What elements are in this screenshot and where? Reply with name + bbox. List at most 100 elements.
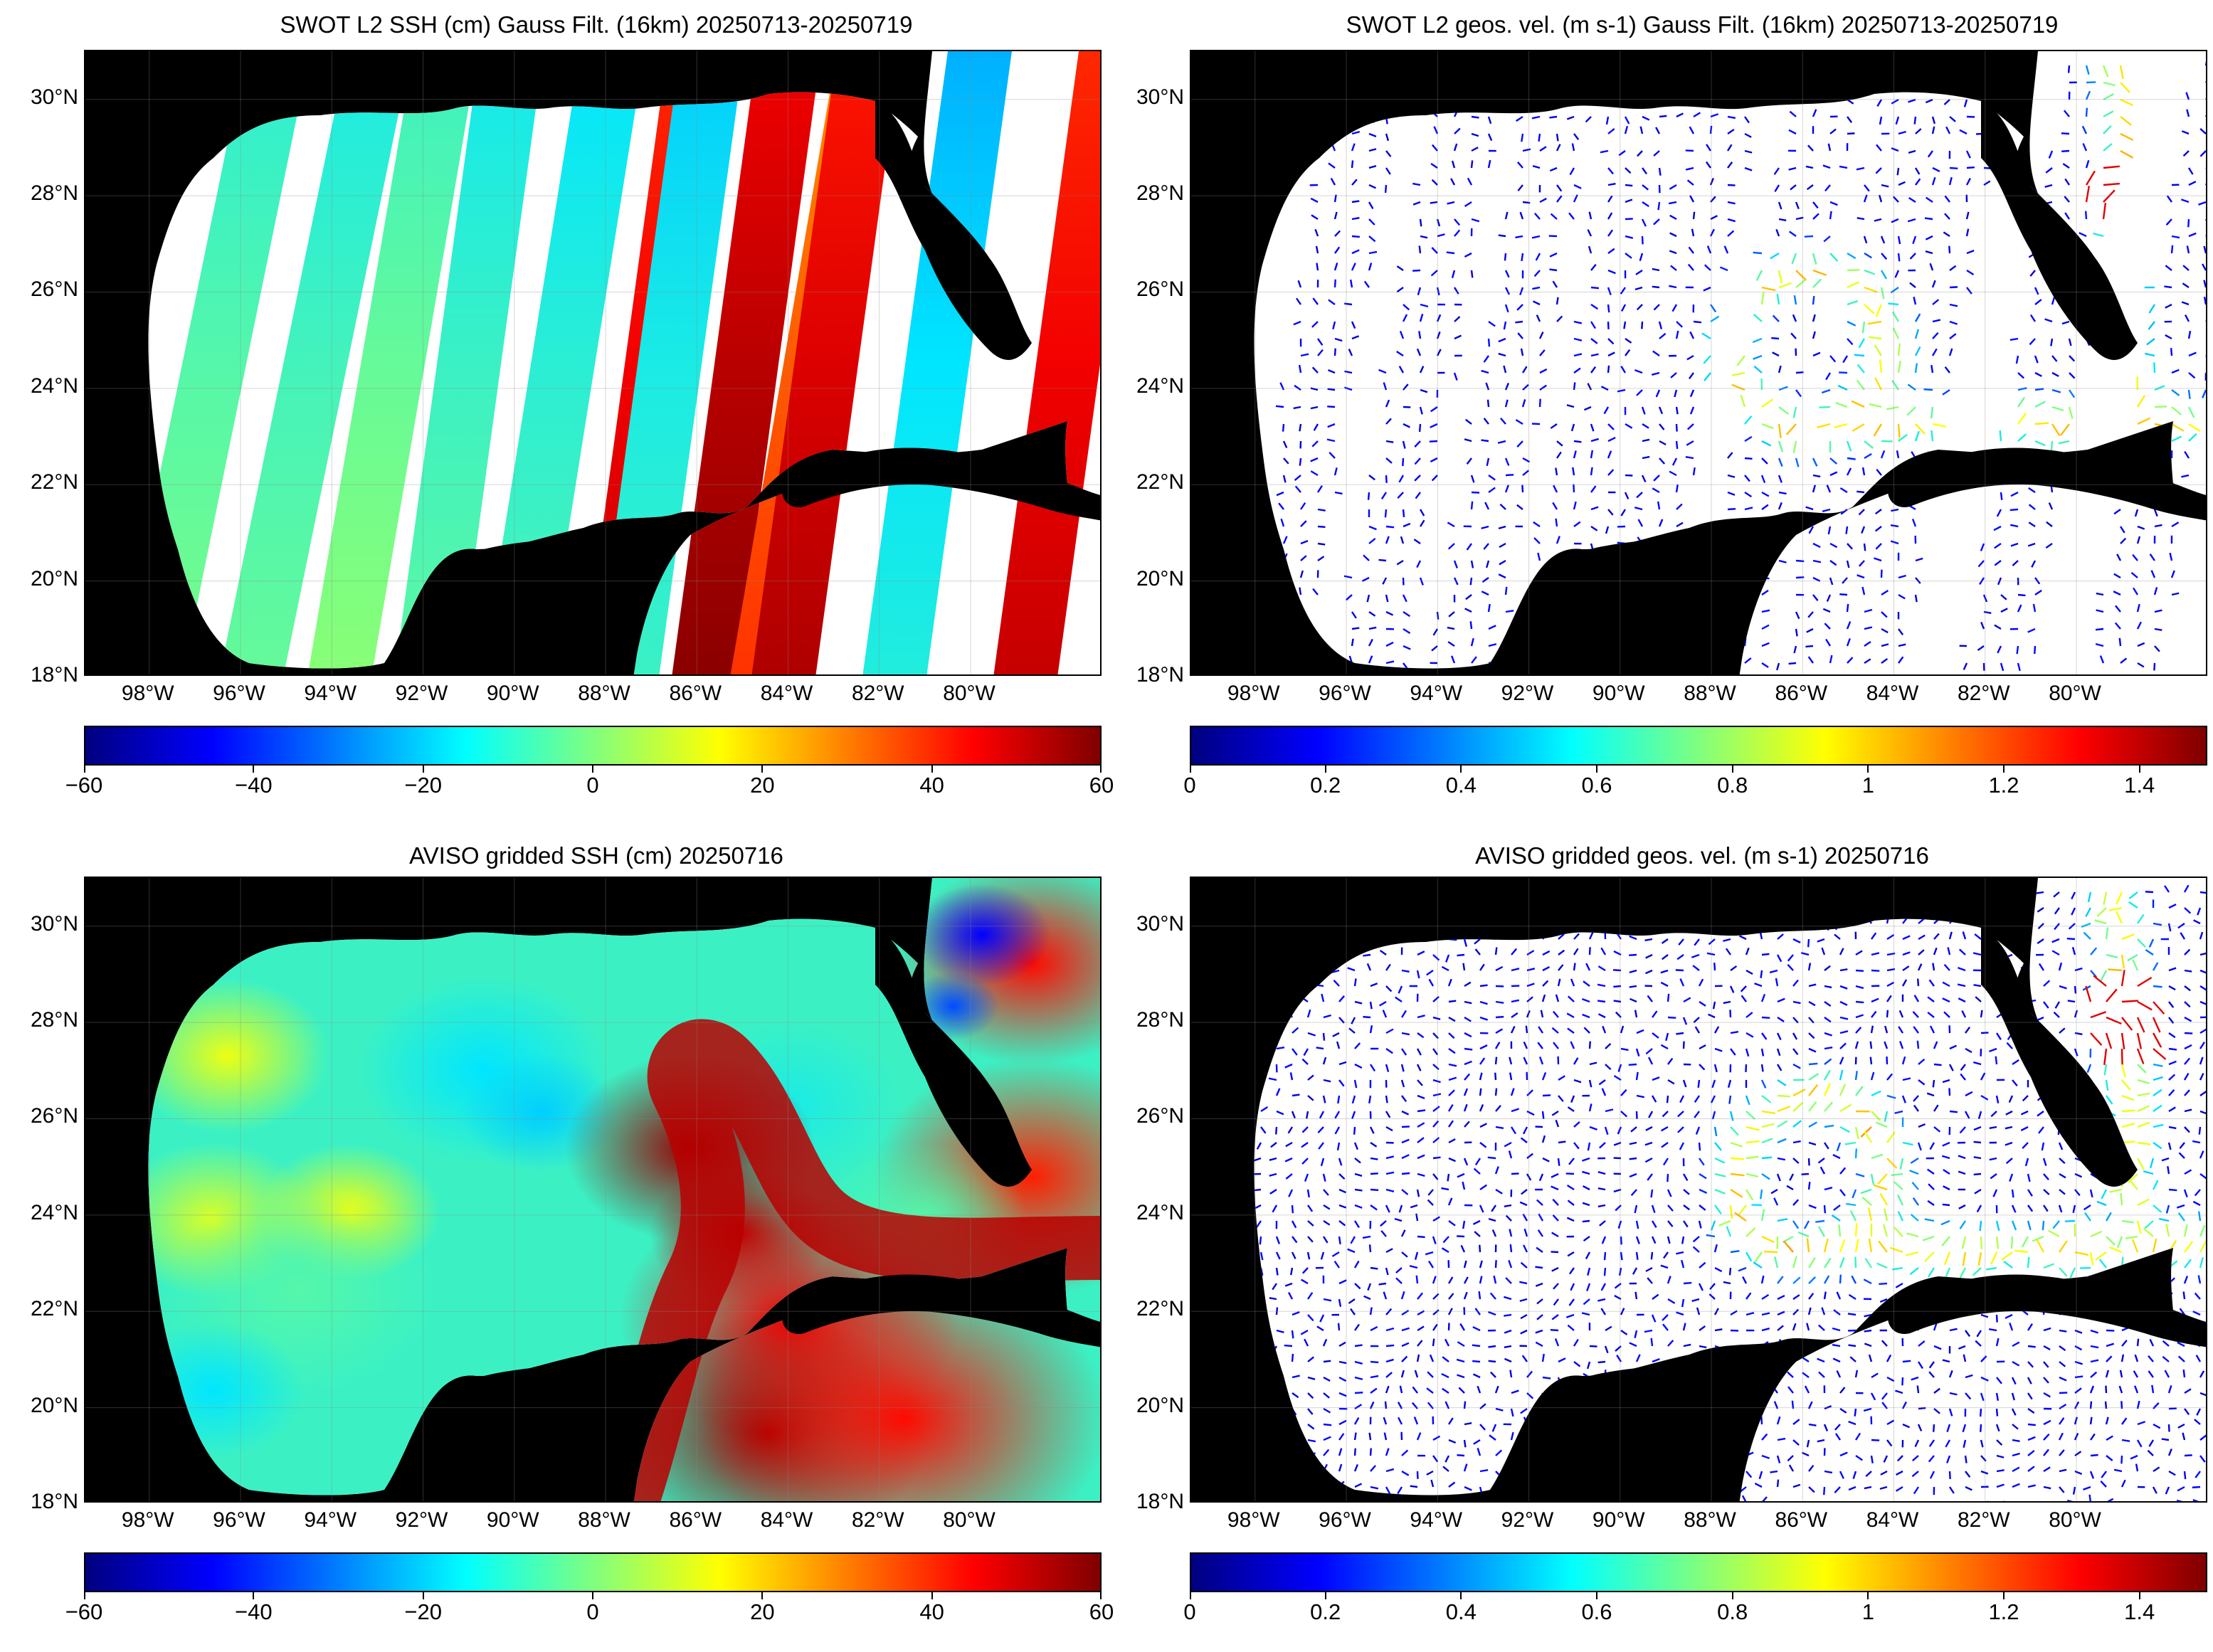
colorbar-tick-label: −40 (235, 1599, 273, 1624)
colorbar-tick (761, 766, 764, 773)
colorbar-tick (1100, 766, 1102, 773)
colorbar-tick (422, 766, 424, 773)
colorbar-tick-label: 0 (1183, 773, 1196, 798)
x-tick-label: 86°W (1775, 682, 1828, 705)
colorbar-tick (1596, 766, 1597, 773)
colorbar-tick-label: 0.4 (1445, 773, 1477, 798)
chart-panel-swot-vel: SWOT L2 geos. vel. (m s-1) Gauss Filt. (… (1136, 0, 2213, 825)
x-tick-label: 96°W (1319, 682, 1371, 705)
chart-panel-aviso-ssh: AVISO gridded SSH (cm) 20250716 18°N 20°N… (31, 825, 1114, 1651)
yucatan-land (484, 1365, 640, 1501)
x-tick-label: 92°W (395, 682, 448, 705)
map-plot-area (1190, 50, 2207, 676)
colorbar-tick (1324, 1592, 1326, 1599)
colorbar-tick (2138, 1592, 2140, 1599)
colorbar-tick-label: 0.2 (1310, 773, 1341, 798)
chart-title: AVISO gridded geos. vel. (m s-1) 2025071… (1475, 842, 1929, 869)
colorbar-tick (84, 766, 85, 773)
y-tick-label: 26°N (30, 1104, 78, 1128)
yucatan-land (1590, 1365, 1746, 1501)
y-tick-label: 24°N (30, 1200, 78, 1224)
colorbar-tick-label: −40 (235, 773, 273, 798)
cuba-land (782, 448, 1100, 521)
heatmap-svg (85, 51, 1100, 674)
colorbar-tick-label: 0.6 (1581, 1599, 1612, 1624)
colorbar-tick-label: −20 (404, 773, 442, 798)
heatmap-svg (85, 878, 1100, 1501)
x-tick-label: 86°W (669, 1508, 722, 1532)
x-tick-label: 92°W (1501, 682, 1554, 705)
colorbar-tick-label: 0.4 (1445, 1599, 1477, 1624)
x-tick-label: 88°W (1684, 682, 1736, 705)
y-tick-label: 18°N (1136, 1490, 1184, 1513)
ocean-layer (148, 51, 1100, 674)
x-tick-label: 86°W (1775, 1508, 1828, 1532)
y-tick-label: 20°N (1136, 566, 1184, 591)
colorbar-tick-label: 1 (1861, 1599, 1874, 1624)
chart-panel-aviso-vel: AVISO gridded geos. vel. (m s-1) 2025071… (1136, 825, 2213, 1651)
y-tick-label: 22°N (30, 470, 78, 494)
y-tick-label: 30°N (1136, 85, 1184, 109)
x-tick-label: 98°W (121, 1508, 174, 1532)
florida-land (875, 928, 1032, 1187)
colorbar-tick (1324, 766, 1326, 773)
x-tick-label: 82°W (851, 682, 904, 705)
chart-panel-swot-ssh: SWOT L2 SSH (cm) Gauss Filt. (16km) 2025… (31, 0, 1114, 825)
colorbar-tick (84, 1592, 85, 1599)
colorbar-tick (2003, 766, 2005, 773)
colorbar-tick-label: 0 (586, 1599, 599, 1624)
colorbar-tick (1100, 1592, 1102, 1599)
x-tick-label: 84°W (760, 682, 813, 705)
colorbar-tick-label: 20 (750, 1599, 775, 1624)
x-tick-label: 96°W (213, 1508, 265, 1532)
y-tick-label: 20°N (30, 566, 78, 591)
y-tick-label: 26°N (1136, 1104, 1184, 1128)
colorbar-tick-label: −60 (65, 773, 103, 798)
colorbar (84, 1552, 1102, 1592)
map-plot-area (84, 877, 1102, 1503)
y-tick-label: 26°N (1136, 277, 1184, 302)
colorbar-tick-label: 40 (919, 773, 944, 798)
heatmap-svg (1191, 51, 2206, 674)
colorbar-tick (422, 1592, 424, 1599)
colorbar-tick (2138, 766, 2140, 773)
colorbar-tick-label: −20 (404, 1599, 442, 1624)
colorbar (84, 726, 1102, 766)
colorbar-tick-label: 1 (1861, 773, 1874, 798)
colorbar-tick-label: 1.4 (2124, 773, 2155, 798)
x-tick-label: 98°W (1227, 682, 1280, 705)
y-tick-label: 18°N (1136, 663, 1184, 687)
x-tick-label: 88°W (578, 1508, 630, 1532)
cuba-land (1888, 1274, 2206, 1347)
colorbar-tick-label: 0 (1183, 1599, 1196, 1624)
colorbar-tick (761, 1592, 764, 1599)
x-tick-label: 96°W (1319, 1508, 1371, 1532)
x-tick-label: 80°W (2049, 682, 2101, 705)
y-tick-label: 28°N (1136, 1008, 1184, 1032)
colorbar-tick (1731, 1592, 1733, 1599)
y-tick-label: 30°N (30, 911, 78, 936)
x-tick-label: 94°W (1410, 682, 1463, 705)
colorbar-tick-label: 0.8 (1717, 773, 1748, 798)
colorbar-tick-label: 60 (1089, 1599, 1114, 1624)
x-tick-label: 92°W (1501, 1508, 1554, 1532)
y-tick-label: 20°N (1136, 1393, 1184, 1417)
colorbar-tick-label: 0.6 (1581, 773, 1612, 798)
colorbar-tick (1190, 766, 1191, 773)
y-tick-label: 20°N (30, 1393, 78, 1417)
x-tick-label: 94°W (304, 682, 357, 705)
x-tick-label: 90°W (486, 682, 539, 705)
colorbar-tick-label: 1.4 (2124, 1599, 2155, 1624)
colorbar-tick (931, 1592, 933, 1599)
x-tick-label: 84°W (760, 1508, 813, 1532)
map-plot-area (1190, 877, 2207, 1503)
x-tick-label: 98°W (121, 682, 174, 705)
x-tick-label: 80°W (943, 1508, 995, 1532)
colorbar-tick-label: 1.2 (1988, 1599, 2019, 1624)
colorbar-tick (1460, 766, 1462, 773)
gridlines (1191, 51, 2206, 674)
x-tick-label: 96°W (213, 682, 265, 705)
y-tick-label: 22°N (30, 1297, 78, 1321)
x-tick-label: 88°W (578, 682, 630, 705)
cuba-land (1888, 448, 2206, 521)
